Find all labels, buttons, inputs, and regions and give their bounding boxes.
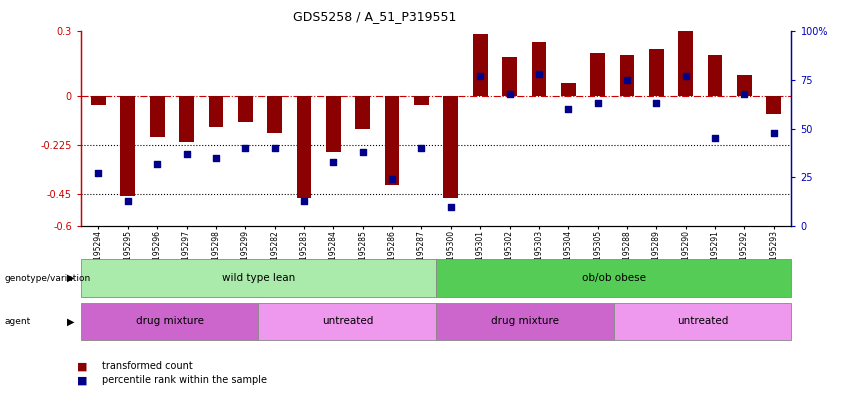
Bar	[591, 53, 605, 96]
Bar	[502, 57, 517, 96]
Bar	[356, 96, 370, 129]
Point	[532, 71, 545, 77]
Point	[649, 100, 663, 107]
Bar	[414, 96, 429, 105]
Text: transformed count: transformed count	[102, 361, 193, 371]
Bar	[473, 34, 488, 96]
Point	[591, 100, 604, 107]
Text: ■: ■	[77, 375, 87, 386]
Point	[562, 106, 575, 112]
Point	[444, 204, 458, 210]
Bar	[443, 96, 458, 198]
Text: genotype/variation: genotype/variation	[4, 274, 90, 283]
Point	[297, 198, 311, 204]
Point	[238, 145, 252, 151]
Point	[620, 77, 634, 83]
Point	[503, 90, 517, 97]
Bar	[150, 96, 164, 138]
Text: agent: agent	[4, 317, 31, 326]
Point	[92, 170, 106, 176]
Point	[386, 176, 399, 182]
Point	[121, 198, 134, 204]
Text: untreated: untreated	[322, 316, 373, 326]
Bar	[91, 96, 106, 105]
Bar	[737, 75, 751, 96]
Text: ▶: ▶	[66, 316, 74, 326]
Bar	[649, 49, 664, 96]
Bar	[180, 96, 194, 142]
Text: GDS5258 / A_51_P319551: GDS5258 / A_51_P319551	[293, 10, 456, 23]
Text: drug mixture: drug mixture	[135, 316, 203, 326]
Point	[151, 161, 164, 167]
Point	[738, 90, 751, 97]
Bar	[620, 55, 634, 96]
Bar	[238, 96, 253, 122]
Bar	[532, 42, 546, 96]
Point	[209, 155, 223, 161]
Point	[327, 159, 340, 165]
Text: percentile rank within the sample: percentile rank within the sample	[102, 375, 267, 386]
Point	[356, 149, 369, 155]
Text: drug mixture: drug mixture	[491, 316, 559, 326]
Text: ▶: ▶	[66, 273, 74, 283]
Bar	[267, 96, 282, 133]
Bar	[767, 96, 781, 114]
Point	[268, 145, 282, 151]
Bar	[121, 96, 135, 196]
Point	[414, 145, 428, 151]
Bar	[385, 96, 399, 185]
Point	[708, 135, 722, 141]
Point	[767, 129, 780, 136]
Bar	[708, 55, 722, 96]
Text: ■: ■	[77, 361, 87, 371]
Point	[180, 151, 193, 157]
Text: wild type lean: wild type lean	[222, 273, 295, 283]
Bar	[297, 96, 311, 198]
Point	[473, 73, 487, 79]
Bar	[678, 31, 693, 96]
Text: ob/ob obese: ob/ob obese	[582, 273, 646, 283]
Bar	[561, 83, 575, 96]
Bar	[326, 96, 340, 152]
Point	[679, 73, 693, 79]
Text: untreated: untreated	[677, 316, 728, 326]
Bar	[208, 96, 223, 127]
